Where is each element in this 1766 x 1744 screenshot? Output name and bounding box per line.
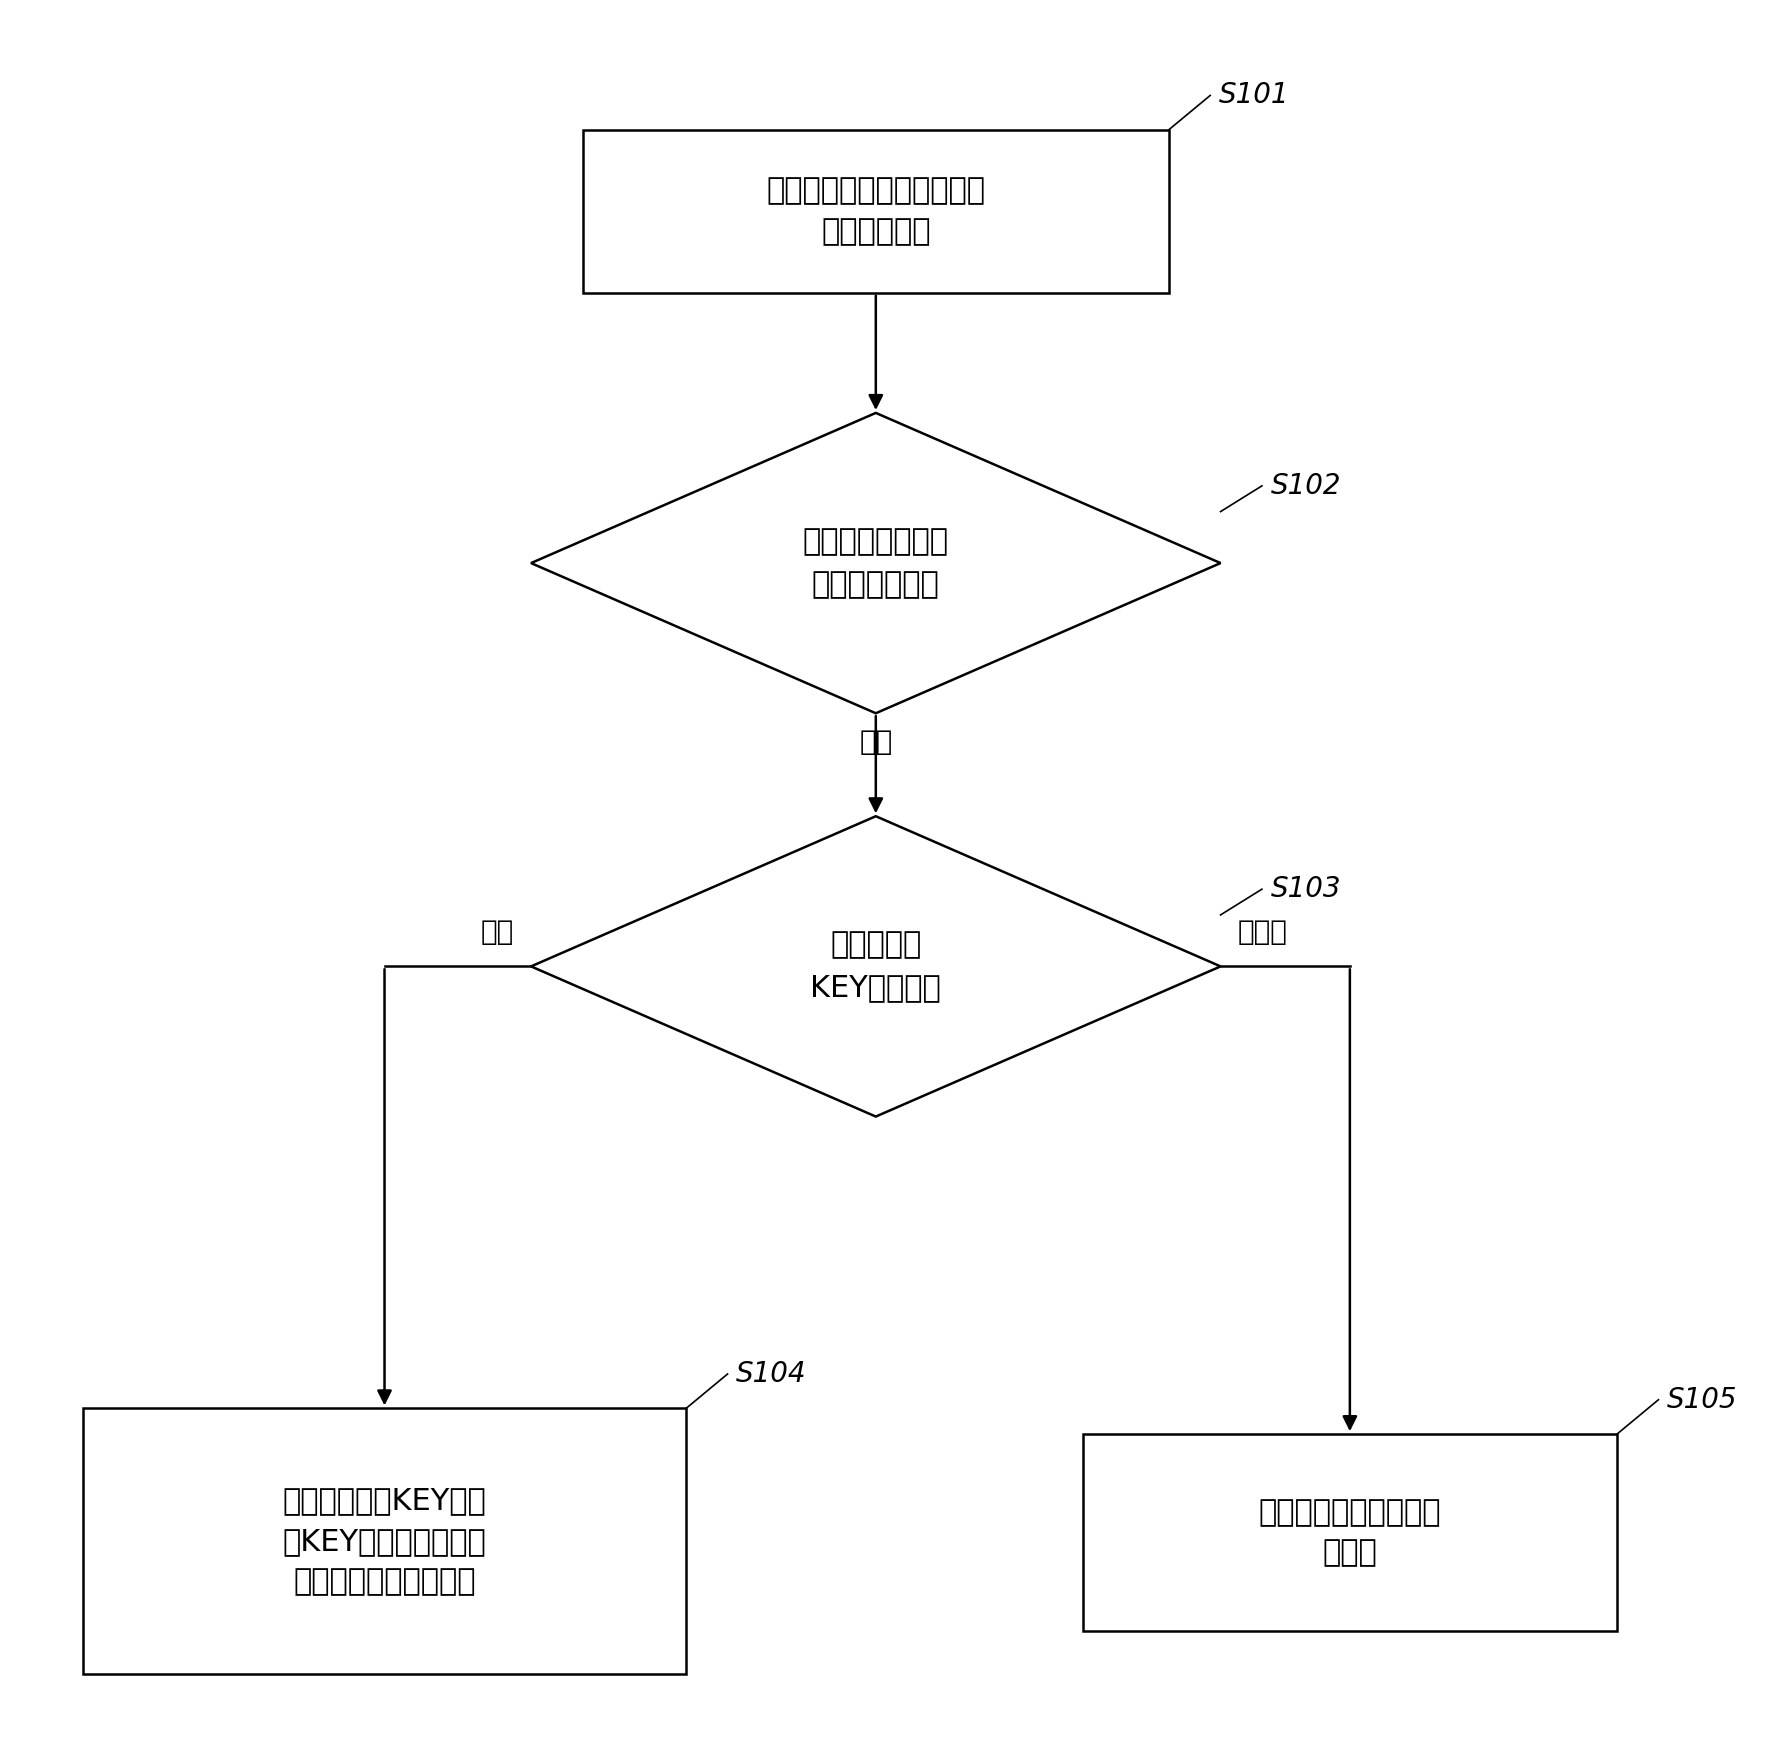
Text: S104: S104 <box>736 1360 807 1388</box>
Polygon shape <box>532 816 1220 1116</box>
Text: S103: S103 <box>1270 875 1340 903</box>
Text: 获取请求方基于公网发起的
页面访问请求: 获取请求方基于公网发起的 页面访问请求 <box>766 176 985 246</box>
Text: 基于路由策略对路
由信息进行过滤: 基于路由策略对路 由信息进行过滤 <box>804 527 948 598</box>
Text: 对待验证的
KEY进行校验: 对待验证的 KEY进行校验 <box>811 931 941 1003</box>
Text: 通过路由控制跳转至错
误页面: 通过路由控制跳转至错 误页面 <box>1259 1498 1441 1568</box>
Bar <box>1083 1434 1618 1631</box>
Text: 符合: 符合 <box>480 917 514 945</box>
Text: S101: S101 <box>1219 82 1289 110</box>
Text: 通过: 通过 <box>860 729 892 757</box>
Text: S105: S105 <box>1667 1386 1738 1414</box>
Bar <box>83 1409 687 1674</box>
Bar <box>583 129 1169 293</box>
Text: S102: S102 <box>1270 473 1340 501</box>
Polygon shape <box>532 413 1220 713</box>
Text: 不符合: 不符合 <box>1238 917 1287 945</box>
Text: 确认待验证的KEY为信
任KEY，通过路由控制
跳转至请求访问的页面: 确认待验证的KEY为信 任KEY，通过路由控制 跳转至请求访问的页面 <box>283 1486 486 1596</box>
